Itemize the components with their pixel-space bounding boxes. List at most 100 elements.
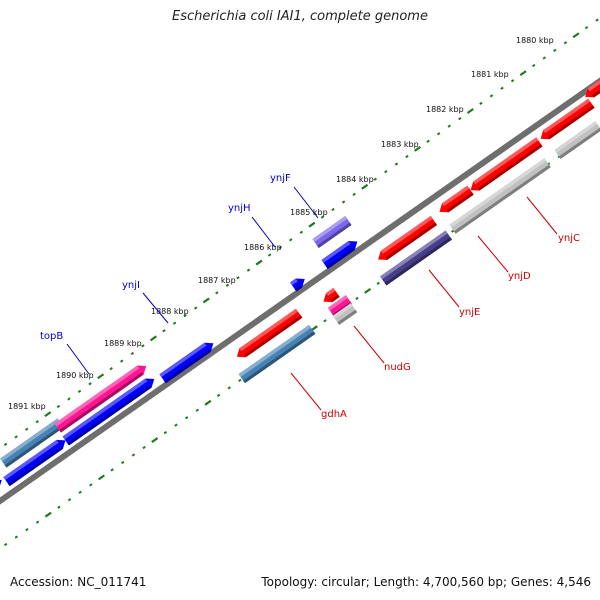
gene-label: ynjD <box>508 271 531 282</box>
scale-tick <box>193 306 198 310</box>
gene-label: ynjE <box>459 307 480 318</box>
scale-tick <box>162 329 166 333</box>
gene-shadow <box>164 349 211 384</box>
scale-tick <box>25 527 29 532</box>
gene-highlight <box>321 241 351 263</box>
label-leader-line <box>251 216 276 248</box>
scale-tick <box>35 520 40 524</box>
gene-shadow <box>326 247 355 269</box>
scale-tick <box>553 48 557 53</box>
gene-block <box>321 241 358 269</box>
scale-tick <box>384 170 388 174</box>
gene-highlight <box>442 185 470 207</box>
scale-label: 1880 kbp <box>516 36 554 45</box>
gene-body <box>554 121 600 159</box>
scale-tick <box>56 404 61 409</box>
gene-highlight <box>290 278 298 286</box>
gene-highlight <box>326 287 336 296</box>
scale-tick <box>323 319 327 323</box>
scale-tick <box>361 183 369 190</box>
scale-label: 1884 kbp <box>336 175 374 184</box>
scale-tick <box>376 281 380 286</box>
scale-tick <box>204 399 212 406</box>
gene-shadow <box>547 105 595 140</box>
scale-tick <box>479 101 483 106</box>
scale-tick <box>405 154 409 159</box>
scale-tick <box>414 145 422 152</box>
scale-tick <box>78 490 82 494</box>
gene-shadow <box>592 85 600 98</box>
gene-labels: ynjF ynjH ynjI topB ynjC ynjD ynjE nudG gdhA <box>40 173 580 420</box>
label-leader-line <box>428 269 460 308</box>
gene-shadow <box>317 222 352 248</box>
upper-scale-ticks <box>3 18 599 447</box>
gene-block <box>323 287 340 303</box>
scale-tick <box>184 416 189 420</box>
scale-tick <box>97 474 105 481</box>
gene-body <box>312 216 352 248</box>
gene-highlight <box>239 308 298 352</box>
scale-label: 1889 kbp <box>104 339 142 348</box>
scale-tick <box>355 296 359 300</box>
gene-body <box>327 295 353 317</box>
scale-tick <box>489 94 494 98</box>
scale-tick <box>121 460 125 465</box>
gene-shadow <box>337 309 358 325</box>
scale-tick <box>595 18 599 22</box>
scale-tick <box>238 378 242 383</box>
gene-highlight <box>62 378 148 440</box>
gene-features <box>0 78 600 493</box>
gene-body <box>159 342 214 384</box>
label-leader-line <box>353 325 385 364</box>
scale-tick <box>195 408 199 412</box>
gene-body <box>238 324 316 384</box>
gene-highlight <box>380 215 433 254</box>
scale-tick <box>44 411 52 418</box>
gene-block <box>3 439 66 487</box>
scale-tick <box>225 283 230 287</box>
scale-tick <box>500 86 504 90</box>
gene-shadow <box>330 294 340 303</box>
gene-shadow <box>67 385 152 446</box>
scale-tick <box>44 511 52 518</box>
scale-tick <box>57 505 61 509</box>
gene-body <box>332 303 358 325</box>
gene-block <box>290 278 305 292</box>
gene-shadow <box>7 446 63 487</box>
gene-body <box>449 158 551 234</box>
scale-tick <box>267 253 272 257</box>
gene-body <box>540 98 595 140</box>
scale-tick <box>394 162 399 166</box>
scale-label: 1885 kbp <box>290 208 328 217</box>
gene-body <box>585 78 600 98</box>
scale-tick <box>289 238 293 242</box>
scale-tick <box>584 26 589 30</box>
scale-tick <box>364 287 372 294</box>
gene-body <box>236 308 303 358</box>
gene-label: ynjI <box>122 280 140 291</box>
scale-tick <box>278 245 282 250</box>
gene-highlight <box>554 121 598 153</box>
gene-body <box>321 241 358 269</box>
scale-tick <box>572 32 580 39</box>
scale-label: 1882 kbp <box>426 105 464 114</box>
scale-tick <box>183 313 187 318</box>
gene-highlight <box>159 342 207 378</box>
gene-shadow <box>385 222 438 260</box>
gene-highlight <box>312 216 348 242</box>
scale-tick <box>130 351 135 356</box>
scale-label: 1890 kbp <box>56 371 94 380</box>
gene-block <box>312 216 352 248</box>
gene-block <box>238 324 316 384</box>
scale-tick <box>24 427 29 431</box>
scale-label: 1883 kbp <box>381 140 419 149</box>
scale-tick <box>563 41 568 45</box>
scale-tick <box>151 437 159 443</box>
scale-tick <box>299 230 304 234</box>
gene-block <box>332 303 358 325</box>
scale-tick <box>246 268 251 272</box>
gene-block <box>470 137 543 191</box>
scale-tick <box>35 420 39 424</box>
label-leader-line <box>526 196 558 235</box>
